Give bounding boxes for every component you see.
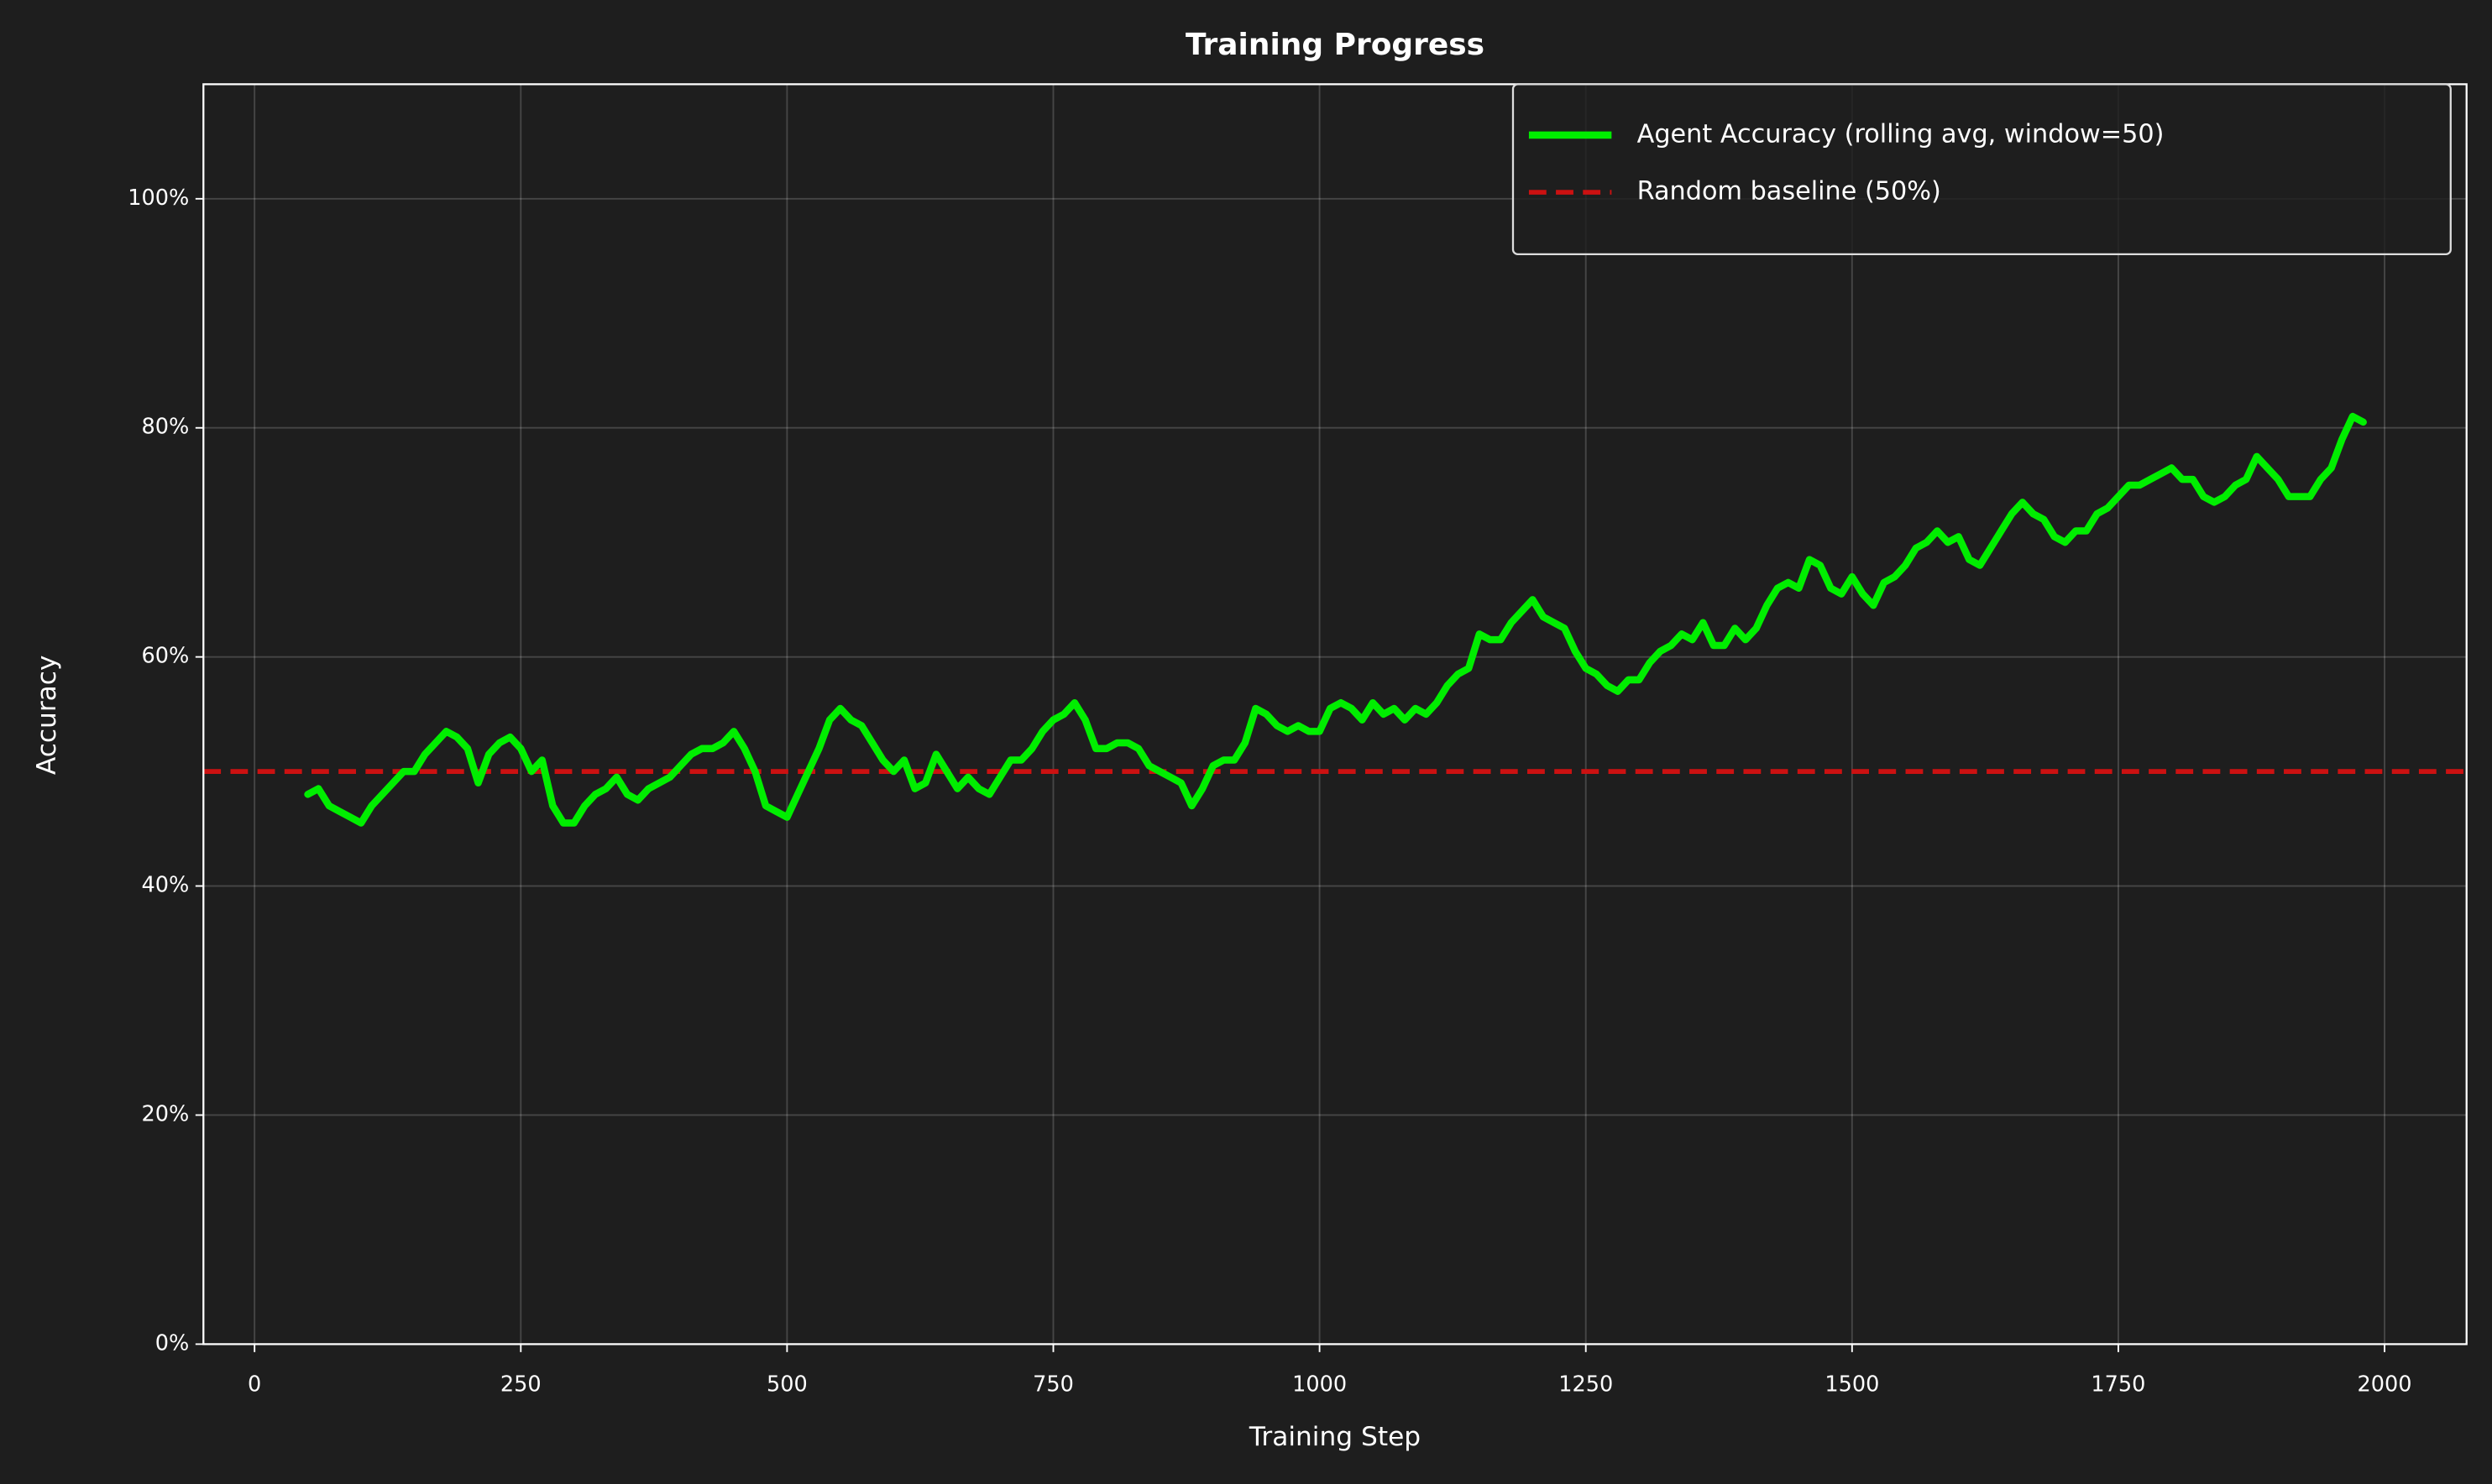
x-tick-label: 500 (767, 1372, 808, 1398)
y-tick-label: 60% (141, 644, 189, 669)
y-tick-label: 80% (141, 415, 189, 440)
chart-title: Training Progress (1186, 28, 1484, 62)
axes-frame (202, 83, 2468, 1346)
legend-label: Agent Accuracy (rolling avg, window=50) (1637, 119, 2165, 149)
x-tick-label: 250 (500, 1372, 542, 1398)
y-tick-label: 40% (141, 873, 189, 898)
x-tick-label: 1750 (2091, 1372, 2145, 1398)
y-axis-label: Accuracy (32, 656, 62, 776)
legend-box (1511, 83, 2452, 256)
line-series (304, 412, 2367, 827)
x-tick-label: 1500 (1824, 1372, 1879, 1398)
x-axis-label: Training Step (1249, 1422, 1421, 1452)
x-tick-label: 2000 (2358, 1372, 2412, 1398)
x-tick-label: 750 (1033, 1372, 1074, 1398)
legend: Agent Accuracy (rolling avg, window=50) R… (1511, 83, 2452, 256)
x-tick-label: 0 (248, 1372, 261, 1398)
y-tick-label: 20% (141, 1101, 189, 1126)
x-tick-label: 1250 (1558, 1372, 1613, 1398)
y-tick-label: 0% (155, 1330, 190, 1356)
x-tick-label: 1000 (1292, 1372, 1347, 1398)
legend-label: Random baseline (50%) (1637, 177, 1941, 206)
y-tick-label: 100% (128, 186, 189, 211)
